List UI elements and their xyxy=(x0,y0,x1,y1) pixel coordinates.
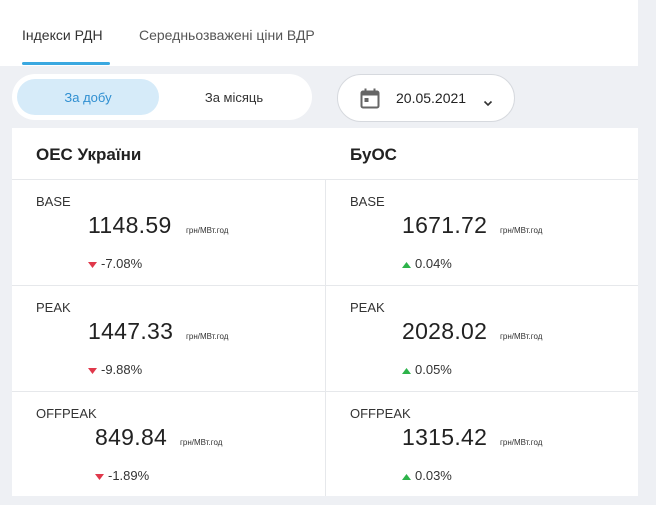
index-cell-buos-peak: PEAK 2028.02 грн/МВт.год 0.05% xyxy=(326,286,638,392)
index-value: 849.84 xyxy=(95,424,168,450)
index-unit: грн/МВт.год xyxy=(186,226,229,235)
index-label: PEAK xyxy=(350,300,385,315)
index-change: 0.03% xyxy=(402,468,452,483)
up-arrow-icon xyxy=(402,256,411,271)
index-label: OFFPEAK xyxy=(350,406,411,421)
period-day-button[interactable]: За добу xyxy=(17,79,159,115)
index-value: 1148.59 xyxy=(88,212,172,238)
active-tab-indicator xyxy=(22,62,110,65)
index-change: 0.04% xyxy=(402,256,452,271)
change-value: 0.04% xyxy=(415,256,452,271)
index-cell-ues-peak: PEAK 1447.33 грн/МВт.год -9.88% xyxy=(12,286,324,392)
index-value: 2028.02 xyxy=(402,318,488,344)
change-value: 0.05% xyxy=(415,362,452,377)
index-unit: грн/МВт.год xyxy=(186,332,229,341)
index-unit: грн/МВт.год xyxy=(180,438,223,447)
index-unit: грн/МВт.год xyxy=(500,332,543,341)
tab-vdr-weighted-prices[interactable]: Середньозважені ціни ВДР xyxy=(139,27,315,43)
price-indices-panel: ОЕС України БуОС BASE 1148.59 грн/МВт.го… xyxy=(12,128,638,496)
calendar-icon xyxy=(360,88,380,114)
index-value: 1315.42 xyxy=(402,424,488,450)
up-arrow-icon xyxy=(402,362,411,377)
down-arrow-icon xyxy=(88,362,97,377)
chevron-down-icon xyxy=(483,94,493,112)
index-label: BASE xyxy=(36,194,71,209)
tabs-bar: Індекси РДН Середньозважені ціни ВДР xyxy=(0,0,638,66)
down-arrow-icon xyxy=(95,468,104,483)
index-cell-ues-offpeak: OFFPEAK 849.84 грн/МВт.год -1.89% xyxy=(12,392,324,498)
period-toggle: За добу За місяць xyxy=(12,74,312,120)
index-change: -1.89% xyxy=(95,468,149,483)
divider xyxy=(325,179,326,496)
change-value: -9.88% xyxy=(101,362,143,377)
index-change: -7.08% xyxy=(88,256,142,271)
index-value: 1447.33 xyxy=(88,318,174,344)
change-value: -7.08% xyxy=(101,256,143,271)
date-picker[interactable]: 20.05.2021 xyxy=(337,74,515,122)
index-label: PEAK xyxy=(36,300,71,315)
index-cell-ues-base: BASE 1148.59 грн/МВт.год -7.08% xyxy=(12,180,324,286)
index-cell-buos-base: BASE 1671.72 грн/МВт.год 0.04% xyxy=(326,180,638,286)
index-cell-buos-offpeak: OFFPEAK 1315.42 грн/МВт.год 0.03% xyxy=(326,392,638,498)
column-title-buos: БуОС xyxy=(350,145,397,164)
change-value: 0.03% xyxy=(415,468,452,483)
index-change: 0.05% xyxy=(402,362,452,377)
index-unit: грн/МВт.год xyxy=(500,438,543,447)
up-arrow-icon xyxy=(402,468,411,483)
index-value: 1671.72 xyxy=(402,212,488,238)
change-value: -1.89% xyxy=(108,468,150,483)
index-change: -9.88% xyxy=(88,362,142,377)
index-label: BASE xyxy=(350,194,385,209)
date-value: 20.05.2021 xyxy=(396,90,467,106)
tab-rdn-indices[interactable]: Індекси РДН xyxy=(22,27,103,43)
index-unit: грн/МВт.год xyxy=(500,226,543,235)
period-month-button[interactable]: За місяць xyxy=(204,89,264,105)
column-title-ues-ukraine: ОЕС України xyxy=(36,145,142,164)
index-label: OFFPEAK xyxy=(36,406,97,421)
down-arrow-icon xyxy=(88,256,97,271)
